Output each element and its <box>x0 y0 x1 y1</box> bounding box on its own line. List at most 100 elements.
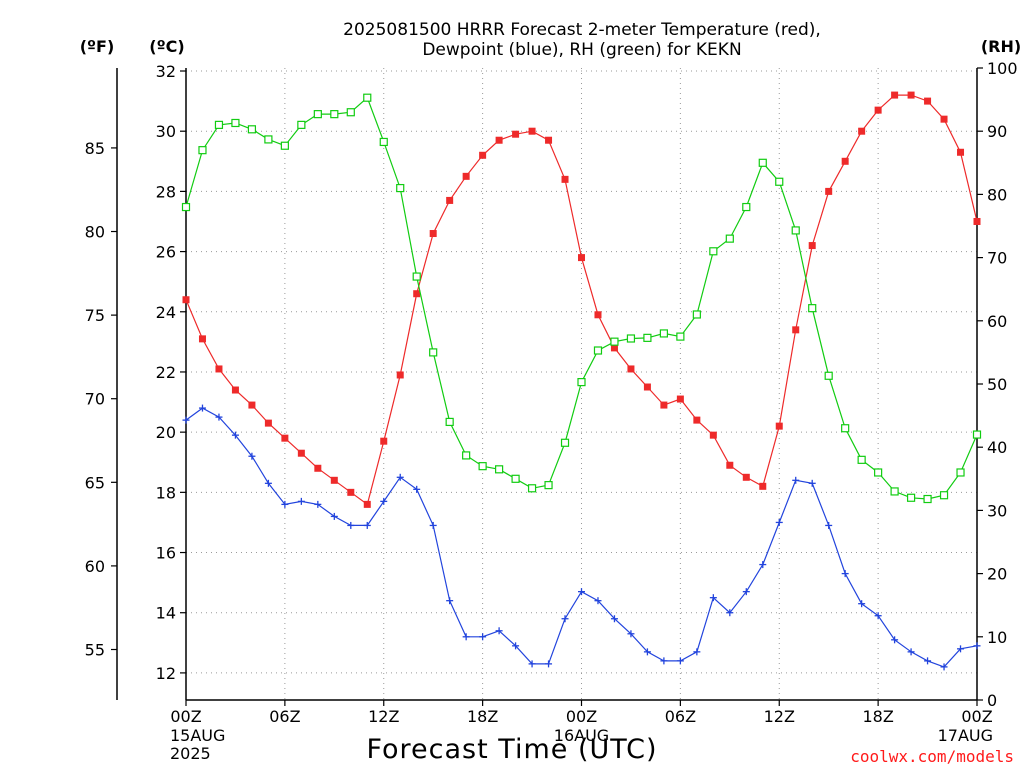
x-tick-label: 00Z <box>170 707 201 726</box>
rh-point <box>363 93 372 102</box>
rh-point <box>478 462 487 471</box>
dewpoint-point <box>594 597 602 605</box>
celsius-tick-label: 18 <box>156 483 176 502</box>
temperature-point <box>643 383 651 391</box>
x-tick-label: 06Z <box>269 707 300 726</box>
dewpoint-point <box>182 416 190 424</box>
rh-tick-label: 100 <box>987 59 1018 78</box>
temperature-point <box>759 482 767 490</box>
axis-ticks: 12 14 16 18 20 22 24 26 28 30 32 55 60 65 70 75 80 85 0 10 2… <box>85 59 1018 710</box>
rh-point <box>330 110 339 119</box>
temperature-point <box>610 344 618 352</box>
dewpoint-point <box>413 485 421 493</box>
dewpoint-point <box>446 597 454 605</box>
x-tick-label: 06Z <box>665 707 696 726</box>
rh-tick-label: 0 <box>987 691 997 710</box>
dewpoint-series <box>182 404 981 671</box>
dewpoint-point <box>231 431 239 439</box>
x-tick-date-label: 16AUG <box>554 726 609 745</box>
temperature-series <box>182 91 981 508</box>
dewpoint-point <box>957 645 965 653</box>
dewpoint-point <box>429 521 437 529</box>
temperature-point <box>495 136 503 144</box>
rh-unit-label: (RH) <box>981 37 1021 56</box>
rh-point <box>758 158 767 167</box>
chart-title-line2: Dewpoint (blue), RH (green) for KEKN <box>422 40 741 60</box>
celsius-tick-label: 20 <box>156 423 176 442</box>
temperature-point <box>198 335 206 343</box>
temperature-point <box>858 127 866 135</box>
temperature-point <box>742 473 750 481</box>
temperature-point <box>413 290 421 298</box>
temperature-point <box>578 254 585 262</box>
temperature-point <box>693 416 701 424</box>
rh-tick-label: 70 <box>987 249 1007 268</box>
temperature-point <box>231 386 239 394</box>
dewpoint-point <box>610 615 618 623</box>
rh-tick-label: 20 <box>987 565 1007 584</box>
dewpoint-point <box>858 600 866 608</box>
dewpoint-point <box>479 633 487 641</box>
temperature-point <box>792 326 800 334</box>
temperature-point <box>660 401 668 409</box>
temperature-point <box>808 242 816 250</box>
rh-point <box>544 481 553 490</box>
rh-point <box>346 108 355 117</box>
celsius-tick-label: 14 <box>156 604 176 623</box>
dewpoint-point <box>363 521 371 529</box>
rh-series <box>181 93 982 504</box>
x-tick-date-label: 15AUG <box>170 726 225 745</box>
celsius-unit-label: (ºC) <box>149 37 184 56</box>
rh-point <box>742 202 751 212</box>
dewpoint-point <box>545 660 553 668</box>
rh-point <box>857 455 866 464</box>
celsius-tick-label: 24 <box>156 303 176 322</box>
dewpoint-point <box>380 497 388 505</box>
dewpoint-point <box>198 404 206 412</box>
rh-point <box>725 234 734 243</box>
x-tick-label: 00Z <box>961 707 992 726</box>
rh-tick-label: 30 <box>987 501 1007 520</box>
temperature-point <box>874 106 882 114</box>
dewpoint-point <box>940 663 948 671</box>
source-credit: coolwx.com/models <box>850 747 1014 766</box>
x-axis-label: Forecast Time (UTC) <box>366 734 657 765</box>
rh-point <box>906 493 916 502</box>
rh-point <box>841 424 850 433</box>
rh-point <box>577 378 586 387</box>
x-tick-label: 18Z <box>862 707 893 726</box>
temperature-point <box>957 148 965 156</box>
dewpoint-point <box>907 648 915 656</box>
rh-point <box>379 137 388 147</box>
rh-point <box>709 247 718 256</box>
dewpoint-point <box>578 588 585 596</box>
temperature-point <box>314 464 322 472</box>
rh-point <box>214 120 224 129</box>
celsius-tick-label: 22 <box>156 363 176 382</box>
temperature-point <box>825 187 833 195</box>
dewpoint-point <box>973 642 981 650</box>
fahrenheit-tick-label: 70 <box>85 390 105 409</box>
temperature-point <box>347 488 355 496</box>
fahrenheit-tick-label: 85 <box>85 139 105 158</box>
rh-point <box>775 177 784 186</box>
temperature-point <box>363 500 371 508</box>
dewpoint-point <box>693 648 701 656</box>
celsius-tick-label: 16 <box>156 544 176 563</box>
rh-point <box>280 141 289 150</box>
temperature-point <box>281 434 289 442</box>
temperature-point <box>841 157 849 165</box>
rh-point <box>791 226 800 235</box>
temperature-point <box>545 136 553 144</box>
x-tick-label: 00Z <box>566 707 597 726</box>
rh-point <box>396 183 405 193</box>
temperature-point <box>248 401 256 409</box>
rh-tick-label: 60 <box>987 312 1007 331</box>
rh-point <box>198 146 207 155</box>
dewpoint-point <box>528 660 536 668</box>
temperature-point <box>297 449 305 457</box>
temperature-point <box>891 91 899 99</box>
dewpoint-point <box>561 615 569 623</box>
